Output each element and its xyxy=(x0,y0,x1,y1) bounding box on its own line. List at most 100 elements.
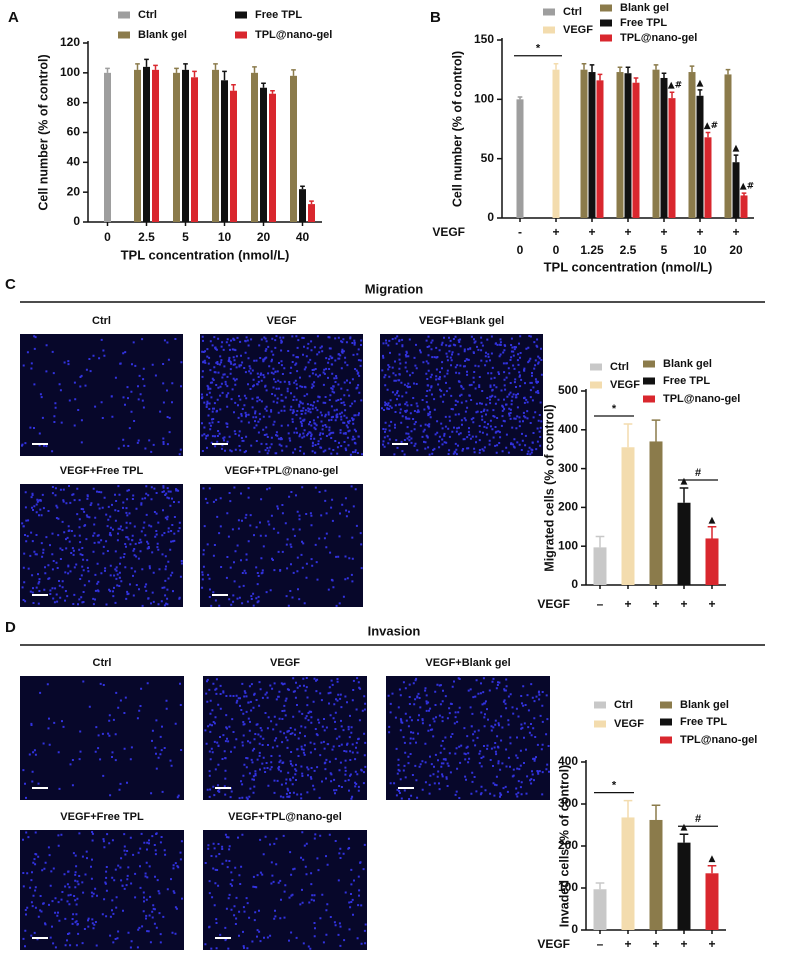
legend-label: Blank gel xyxy=(663,358,712,370)
vegf-sign: + xyxy=(696,225,703,239)
legend-swatch xyxy=(643,377,655,385)
y-tick-label: 300 xyxy=(558,796,578,810)
cell-dots xyxy=(22,680,183,799)
y-tick-label: 0 xyxy=(73,214,80,228)
error-bar xyxy=(192,70,197,78)
image-label: VEGF+Free TPL xyxy=(60,811,144,823)
legend-swatch xyxy=(660,701,672,709)
bar xyxy=(732,162,740,218)
bar xyxy=(593,547,607,585)
x-tick-label: + xyxy=(680,597,687,611)
image-label: VEGF+TPL@nano-gel xyxy=(228,811,342,823)
error-bar xyxy=(222,70,227,81)
x-tick-label: 1.25 xyxy=(580,243,604,257)
x-tick-label: + xyxy=(652,597,659,611)
y-tick-label: 0 xyxy=(487,210,494,224)
error-bar xyxy=(183,63,188,70)
bar xyxy=(616,72,624,218)
error-bar xyxy=(705,131,711,138)
significance-mark: ▲# xyxy=(704,121,718,131)
y-tick-label: 500 xyxy=(558,383,578,397)
bar xyxy=(652,69,660,219)
x-tick-label: 0 xyxy=(517,243,524,257)
bar xyxy=(724,74,732,218)
micrograph xyxy=(203,830,367,950)
legend-label: VEGF xyxy=(614,718,644,730)
x-tick-label: 0 xyxy=(104,230,111,244)
legend-swatch xyxy=(600,19,612,27)
vegf-sign: + xyxy=(660,225,667,239)
legend-label: Ctrl xyxy=(614,699,633,711)
error-bar xyxy=(669,91,675,99)
bar xyxy=(696,95,704,218)
error-bar xyxy=(581,62,587,70)
x-tick-label: 5 xyxy=(661,243,668,257)
legend-swatch xyxy=(543,26,555,34)
error-bar xyxy=(213,63,218,70)
bar xyxy=(191,77,198,222)
x-tick-label: – xyxy=(597,937,604,951)
y-tick-label: 100 xyxy=(558,538,578,552)
error-bar xyxy=(553,62,559,70)
legend-label: TPL@nano-gel xyxy=(663,393,740,405)
bar xyxy=(182,69,189,222)
bar xyxy=(299,189,306,222)
legend-label: TPL@nano-gel xyxy=(680,734,757,746)
error-bar xyxy=(651,419,661,442)
bracket-label: * xyxy=(612,780,617,792)
legend-swatch xyxy=(235,11,247,19)
y-tick-label: 400 xyxy=(558,754,578,768)
bar xyxy=(649,441,663,585)
legend-swatch xyxy=(643,395,655,403)
x-tick-label: 20 xyxy=(729,243,743,257)
bar xyxy=(134,69,141,222)
legend-swatch xyxy=(118,11,130,19)
y-tick-label: 40 xyxy=(67,155,81,169)
x-tick-label: 2.5 xyxy=(620,243,637,257)
significance-mark: ▲ xyxy=(709,854,716,864)
error-bar xyxy=(623,423,633,448)
y-tick-label: 200 xyxy=(558,500,578,514)
panel-label: D xyxy=(5,619,16,636)
error-bar xyxy=(252,66,257,73)
error-bar xyxy=(633,77,639,83)
vegf-sign: + xyxy=(624,225,631,239)
error-bar xyxy=(291,69,296,76)
legend-label: Ctrl xyxy=(138,9,157,21)
y-tick-label: 100 xyxy=(558,880,578,894)
error-bar xyxy=(697,89,703,96)
row-label: VEGF xyxy=(432,225,465,239)
significance-mark: ▲ xyxy=(733,144,740,154)
bar xyxy=(269,93,276,222)
error-bar xyxy=(689,65,695,73)
legend-swatch xyxy=(590,363,602,371)
legend-label: Ctrl xyxy=(610,361,629,373)
x-tick-label: 20 xyxy=(257,230,271,244)
bar xyxy=(212,69,219,222)
legend-label: VEGF xyxy=(610,379,640,391)
row-label: VEGF xyxy=(537,597,570,611)
error-bar xyxy=(589,64,595,73)
image-label: VEGF xyxy=(267,315,297,327)
bar xyxy=(588,72,596,218)
error-bar xyxy=(597,73,603,81)
significance-mark: ▲ xyxy=(681,823,688,833)
legend-label: VEGF xyxy=(563,24,593,36)
vegf-sign: + xyxy=(552,225,559,239)
bar xyxy=(621,447,635,585)
x-tick-label: 40 xyxy=(296,230,310,244)
bar xyxy=(596,80,604,218)
x-axis-title: TPL concentration (nmol/L) xyxy=(121,247,290,262)
y-axis-title: Invaded cells (% of control) xyxy=(557,765,571,928)
micrograph xyxy=(20,676,184,800)
legend-label: Blank gel xyxy=(680,699,729,711)
y-axis-title: Migrated cells (% of control) xyxy=(542,404,556,571)
error-bar xyxy=(679,833,689,843)
bar xyxy=(705,873,719,930)
error-bar xyxy=(270,89,275,94)
error-bar xyxy=(309,200,314,205)
legend-swatch xyxy=(594,720,606,728)
error-bar xyxy=(733,154,739,163)
error-bar xyxy=(231,84,236,91)
